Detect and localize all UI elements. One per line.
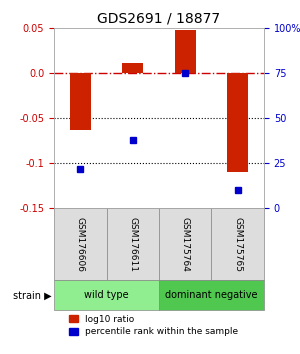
Bar (175, 30, 196, 73)
FancyBboxPatch shape (212, 209, 264, 280)
Title: GDS2691 / 18877: GDS2691 / 18877 (98, 12, 220, 26)
Text: wild type: wild type (84, 290, 129, 301)
Legend: log10 ratio, percentile rank within the sample: log10 ratio, percentile rank within the … (69, 315, 239, 337)
Text: GSM176606: GSM176606 (76, 217, 85, 272)
FancyBboxPatch shape (159, 209, 211, 280)
Bar (122, 63, 143, 73)
FancyBboxPatch shape (159, 280, 264, 310)
Bar (70, 73, 91, 130)
FancyBboxPatch shape (106, 209, 159, 280)
Text: GSM175764: GSM175764 (181, 217, 190, 272)
FancyBboxPatch shape (54, 209, 106, 280)
Text: GSM175765: GSM175765 (233, 217, 242, 272)
FancyBboxPatch shape (54, 280, 159, 310)
Text: dominant negative: dominant negative (165, 290, 258, 301)
Text: GSM176611: GSM176611 (128, 217, 137, 272)
Text: strain ▶: strain ▶ (13, 290, 51, 301)
Bar (227, 73, 248, 172)
